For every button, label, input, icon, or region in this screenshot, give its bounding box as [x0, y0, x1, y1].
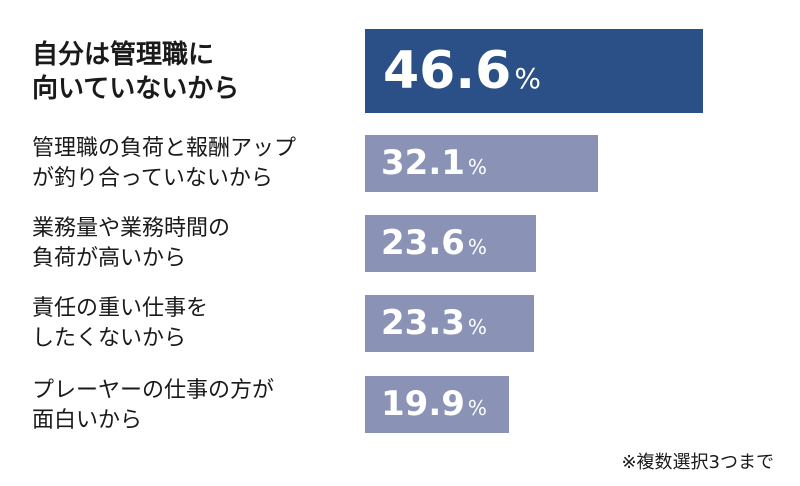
category-label: 業務量や業務時間の 負荷が高いから — [32, 216, 231, 271]
category-label: 責任の重い仕事を したくないから — [32, 296, 209, 351]
value-unit: % — [467, 396, 487, 420]
value-number: 23.6 — [381, 223, 465, 263]
value-label: 23.3% — [381, 295, 487, 352]
value-label: 19.9% — [381, 376, 487, 433]
value-label: 32.1% — [381, 135, 487, 192]
bar — [365, 215, 536, 272]
value-unit: % — [467, 315, 487, 339]
category-label: プレーヤーの仕事の方が 面白いから — [32, 378, 275, 433]
value-unit: % — [514, 62, 541, 95]
category-label: 管理職の負荷と報酬アップ が釣り合っていないから — [32, 136, 297, 191]
value-unit: % — [467, 235, 487, 259]
bar — [365, 376, 509, 433]
bar — [365, 135, 598, 192]
value-number: 19.9 — [381, 384, 465, 424]
value-number: 46.6 — [383, 41, 512, 101]
category-label: 自分は管理職に 向いていないから — [32, 40, 240, 104]
bar — [365, 29, 703, 113]
footnote: ※複数選択3つまで — [621, 452, 774, 473]
value-number: 32.1 — [381, 143, 465, 183]
value-unit: % — [467, 155, 487, 179]
bar — [365, 295, 534, 352]
value-label: 46.6% — [383, 29, 541, 113]
value-number: 23.3 — [381, 303, 465, 343]
value-label: 23.6% — [381, 215, 487, 272]
